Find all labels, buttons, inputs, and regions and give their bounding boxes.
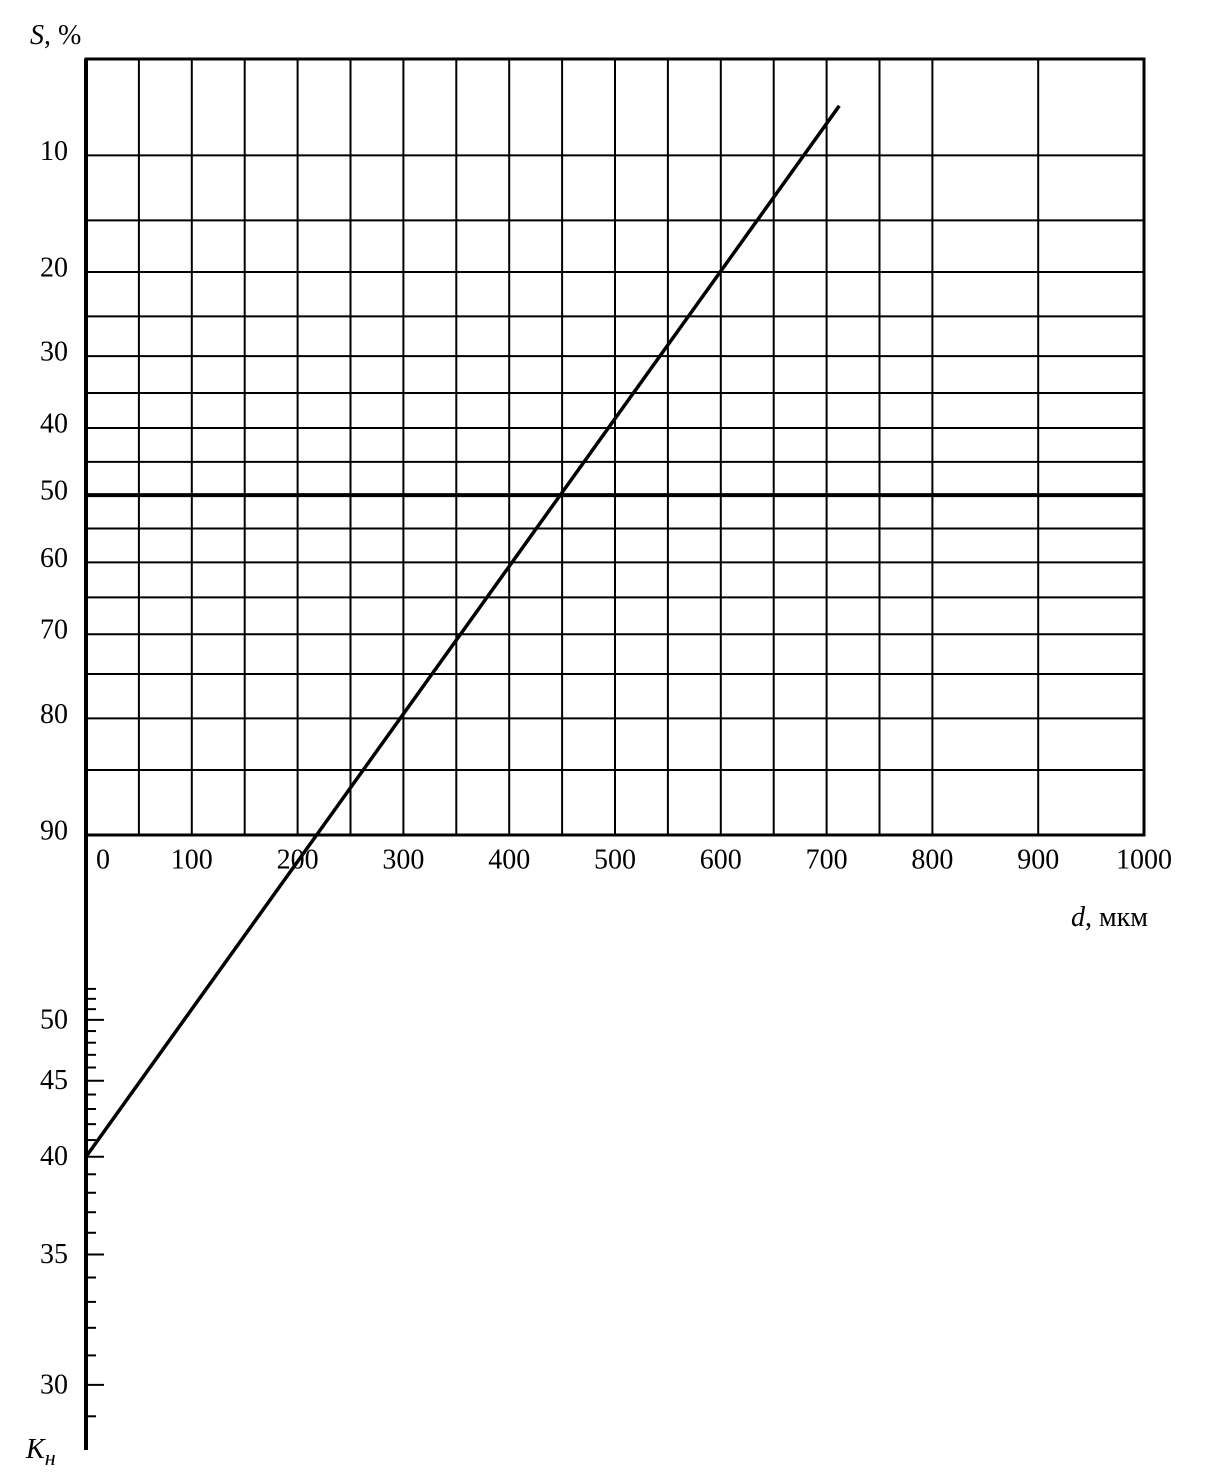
y-tick-label: 30 — [40, 337, 68, 368]
y-axis-label: S, % — [30, 20, 81, 51]
x-tick-label: 900 — [1017, 844, 1059, 875]
y-tick-label: 10 — [40, 136, 68, 167]
k-axis-label: Kн — [25, 1434, 56, 1470]
k-tick-label: 40 — [40, 1141, 68, 1172]
k-symbol: K — [25, 1434, 46, 1465]
x-axis-label: d, мкм — [1071, 902, 1148, 933]
k-tick-label: 45 — [40, 1065, 68, 1096]
y-tick-label: 20 — [40, 252, 68, 283]
y-unit: , % — [44, 20, 81, 51]
k-tick-label: 50 — [40, 1004, 68, 1035]
x-tick-label: 500 — [594, 844, 636, 875]
x-tick-label: 1000 — [1116, 844, 1172, 875]
x-symbol: d — [1071, 902, 1086, 933]
y-tick-label: 70 — [40, 615, 68, 646]
x-unit: , мкм — [1085, 902, 1148, 933]
k-tick-label: 30 — [40, 1369, 68, 1400]
y-tick-label: 90 — [40, 815, 68, 846]
x-tick-label: 700 — [806, 844, 848, 875]
x-tick-label: 100 — [171, 844, 213, 875]
y-symbol: S — [30, 20, 44, 51]
x-tick-label: 300 — [382, 844, 424, 875]
y-tick-label: 50 — [40, 476, 68, 507]
x-tick-label: 600 — [700, 844, 742, 875]
y-tick-label: 60 — [40, 543, 68, 574]
x-tick-label: 0 — [96, 844, 110, 875]
k-tick-label: 35 — [40, 1239, 68, 1270]
x-tick-label: 400 — [488, 844, 530, 875]
y-tick-label: 80 — [40, 699, 68, 730]
nomogram-line — [84, 104, 841, 1158]
k-sub: н — [45, 1445, 56, 1470]
y-tick-label: 40 — [40, 408, 68, 439]
x-tick-label: 800 — [911, 844, 953, 875]
